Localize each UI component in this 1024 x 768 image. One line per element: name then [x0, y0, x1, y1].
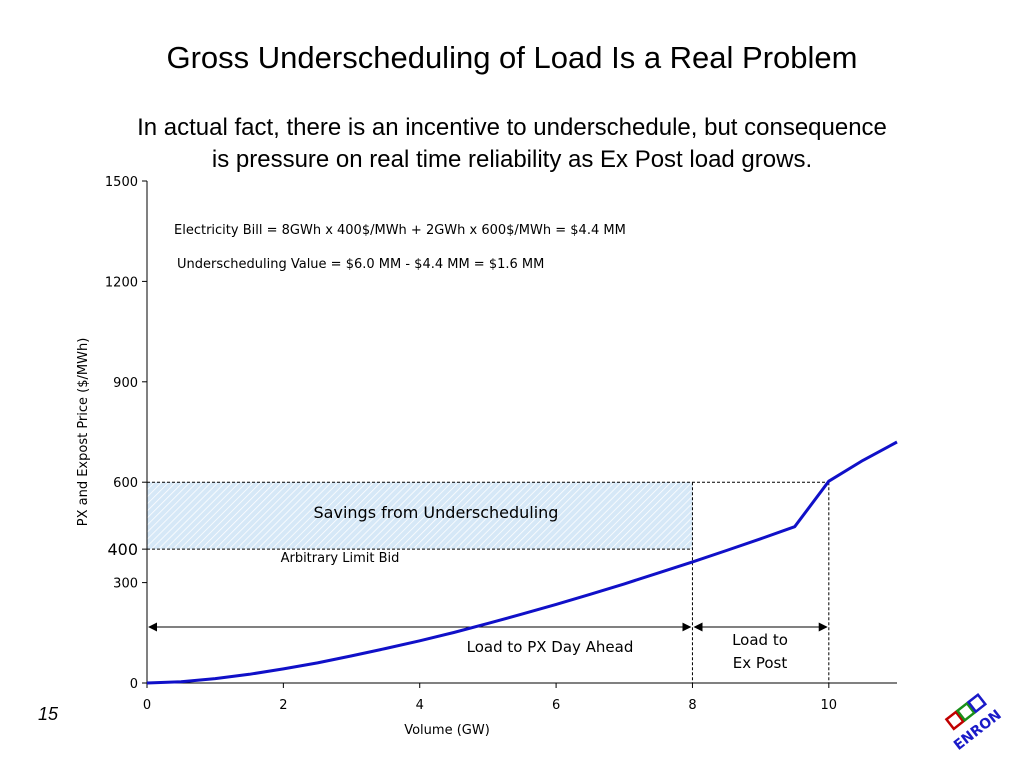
x-tick-label: 6	[552, 698, 560, 713]
y-tick-label: 0	[130, 677, 138, 692]
y-tick-label: 1200	[105, 275, 138, 290]
load-px-label: Load to PX Day Ahead	[467, 638, 634, 656]
load-expost-label-line2: Ex Post	[733, 654, 788, 672]
x-axis-label: Volume (GW)	[404, 723, 490, 738]
subtitle-line-1: In actual fact, there is an incentive to…	[137, 114, 887, 141]
x-tick-label: 0	[143, 698, 151, 713]
y-axis-label: PX and Expost Price ($/MWh)	[76, 338, 91, 527]
x-tick-label: 2	[279, 698, 287, 713]
formula-underscheduling-value: Underscheduling Value = $6.0 MM - $4.4 M…	[177, 257, 544, 272]
x-tick-label: 4	[416, 698, 424, 713]
slide-title: Gross Underscheduling of Load Is a Real …	[166, 40, 858, 75]
y-tick-label: 300	[113, 577, 138, 592]
y-tick-label: 400	[107, 540, 138, 559]
page-number: 15	[38, 704, 59, 724]
enron-logo: ENRON	[944, 693, 1005, 754]
savings-region	[147, 482, 693, 550]
formula-electricity-bill: Electricity Bill = 8GWh x 400$/MWh + 2GW…	[174, 223, 626, 238]
y-tick-label: 600	[113, 476, 138, 491]
savings-label: Savings from Underscheduling	[314, 503, 559, 522]
y-tick-label: 900	[113, 376, 138, 391]
subtitle-line-2: is pressure on real time reliability as …	[211, 146, 813, 173]
x-tick-label: 10	[821, 698, 838, 713]
load-expost-label-line1: Load to	[732, 631, 788, 649]
price-curve	[146, 440, 898, 685]
x-tick-label: 8	[688, 698, 696, 713]
slide-subtitle: In actual fact, there is an incentive to…	[40, 112, 984, 176]
y-tick-label: 1500	[105, 175, 138, 190]
limit-bid-label: Arbitrary Limit Bid	[281, 551, 400, 566]
